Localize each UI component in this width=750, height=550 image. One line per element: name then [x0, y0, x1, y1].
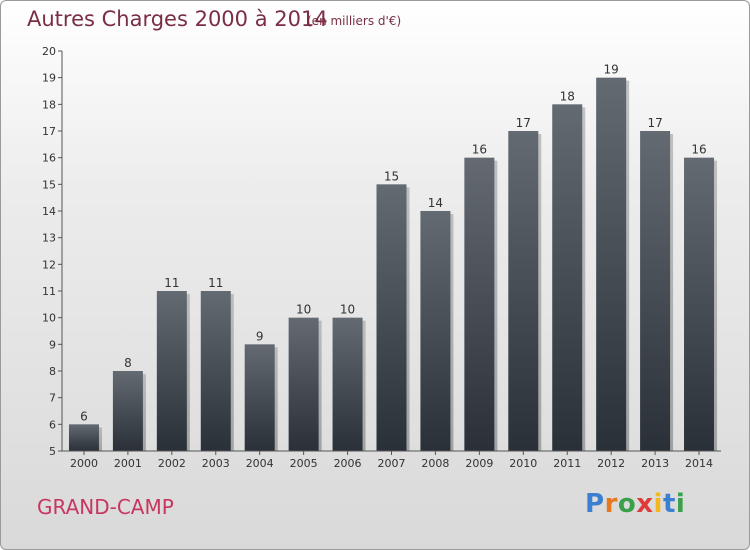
bar-2014	[684, 157, 715, 451]
y-tick-label: 11	[42, 285, 56, 298]
bar-2008	[420, 211, 451, 451]
bar-value-label: 16	[472, 143, 487, 157]
x-tick-label: 2014	[685, 457, 713, 470]
bar-value-label: 9	[256, 329, 264, 343]
bar-2012	[596, 77, 627, 452]
x-axis: 2000 2001 2002 2003 2004 2005 2006 2007 2008 2009…	[62, 450, 721, 470]
bar-2010	[508, 131, 539, 451]
bar-value-label: 10	[296, 303, 311, 317]
bar-2001	[112, 371, 143, 451]
bar-value-label: 17	[647, 116, 662, 130]
bar-2006	[332, 317, 363, 451]
bar-2005	[288, 317, 319, 451]
y-tick-label: 8	[49, 365, 56, 378]
y-axis: 5 6 7 8 9 10 11 12 13 14 15 16 17 18 19 20	[42, 45, 63, 458]
bar-value-label: 19	[604, 63, 619, 77]
y-tick-label: 9	[49, 338, 56, 351]
bar-value-label: 11	[164, 276, 179, 290]
x-tick-label: 2000	[70, 457, 98, 470]
bar-2013	[640, 131, 671, 451]
x-tick-label: 2011	[553, 457, 581, 470]
y-tick-label: 5	[49, 445, 56, 458]
bar-value-label: 16	[691, 143, 706, 157]
proxiti-logo: Proxiti	[585, 489, 686, 519]
x-tick-label: 2005	[290, 457, 318, 470]
x-tick-label: 2002	[158, 457, 186, 470]
x-tick-label: 2008	[421, 457, 449, 470]
y-tick-label: 20	[42, 45, 56, 58]
bar-2004	[244, 344, 275, 451]
bars: 6 8 11 11 9 10 10 15 14 16 17 18 19 17 16	[68, 63, 718, 452]
chart-subtitle: (en milliers d'€)	[307, 14, 402, 28]
y-tick-label: 16	[42, 152, 56, 165]
bar-2000	[68, 424, 99, 451]
bar-2002	[156, 291, 187, 451]
x-tick-label: 2012	[597, 457, 625, 470]
bar-value-label: 8	[124, 356, 132, 370]
y-tick-label: 18	[42, 98, 56, 111]
bar-2011	[552, 104, 583, 451]
y-tick-label: 10	[42, 312, 56, 325]
y-tick-label: 17	[42, 125, 56, 138]
bar-value-label: 10	[340, 303, 355, 317]
y-tick-label: 12	[42, 258, 56, 271]
bar-value-label: 15	[384, 169, 399, 183]
y-tick-label: 7	[49, 392, 56, 405]
x-tick-label: 2004	[246, 457, 274, 470]
bar-value-label: 14	[428, 196, 443, 210]
y-tick-label: 15	[42, 178, 56, 191]
bar-2003	[200, 291, 231, 451]
x-tick-label: 2006	[334, 457, 362, 470]
x-tick-label: 2007	[378, 457, 406, 470]
y-tick-label: 13	[42, 232, 56, 245]
x-tick-label: 2013	[641, 457, 669, 470]
y-tick-label: 6	[49, 418, 56, 431]
chart-title: Autres Charges 2000 à 2014	[27, 7, 328, 31]
bar-value-label: 11	[208, 276, 223, 290]
bar-value-label: 18	[560, 89, 575, 103]
bar-2009	[464, 157, 495, 451]
y-tick-label: 14	[42, 205, 56, 218]
bar-value-label: 6	[80, 409, 88, 423]
x-tick-label: 2001	[114, 457, 142, 470]
y-tick-label: 19	[42, 72, 56, 85]
x-tick-label: 2009	[465, 457, 493, 470]
bar-value-label: 17	[516, 116, 531, 130]
city-name: GRAND-CAMP	[37, 495, 174, 519]
x-tick-label: 2003	[202, 457, 230, 470]
bar-2007	[376, 184, 407, 452]
x-tick-label: 2010	[509, 457, 537, 470]
